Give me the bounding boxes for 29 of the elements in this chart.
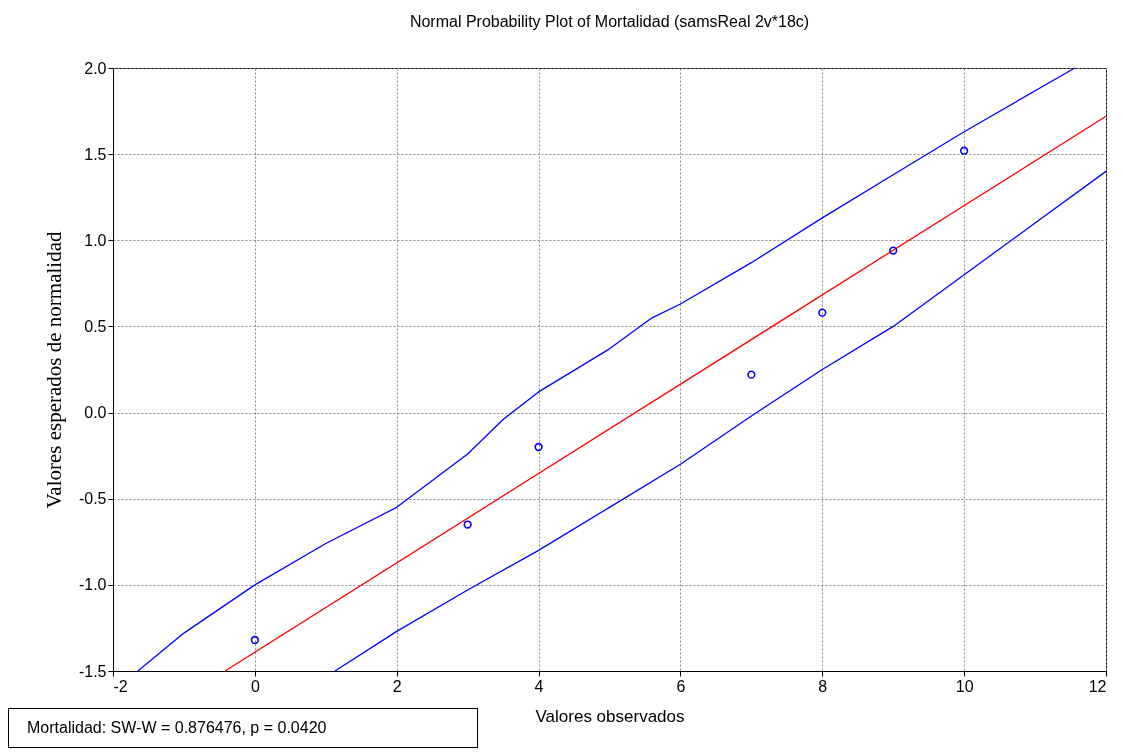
chart-title: Normal Probability Plot of Mortalidad (samsReal 2v*18c): [409, 13, 810, 30]
x-axis-title: Valores observados: [535, 706, 685, 726]
point: [818, 308, 827, 317]
x-tick-label: 6: [676, 677, 686, 695]
point: [250, 635, 260, 645]
point: [889, 246, 898, 255]
x-tick-label: 8: [818, 677, 828, 695]
line-series: [137, 67, 1076, 672]
point: [534, 442, 543, 452]
x-tick-label: 4: [534, 677, 544, 695]
y-tick-label: 0.5: [84, 317, 107, 335]
y-tick-label: 2.0: [84, 59, 107, 77]
y-tick-label: -1.0: [78, 576, 107, 594]
y-tick-label: 1.0: [84, 231, 107, 249]
point: [463, 520, 472, 529]
x-tick-label: 12: [1088, 677, 1107, 695]
line-series: [334, 170, 1107, 672]
statistics-box: Mortalidad: SW-W = 0.876476, p = 0.0420: [8, 708, 478, 748]
y-axis-title: Valores esperados de normalidad: [41, 231, 66, 509]
point: [959, 146, 969, 155]
y-tick-label: 1.5: [84, 145, 107, 163]
x-tick-label: 2: [392, 677, 402, 695]
x-tick-label: 10: [955, 677, 974, 695]
y-tick-label: -0.5: [78, 490, 107, 508]
x-tick-label: 0: [250, 677, 260, 695]
y-tick-label: 0.0: [84, 404, 107, 422]
point: [747, 370, 756, 379]
x-tick-label: -2: [113, 677, 128, 695]
y-tick-label: -1.5: [78, 662, 107, 680]
